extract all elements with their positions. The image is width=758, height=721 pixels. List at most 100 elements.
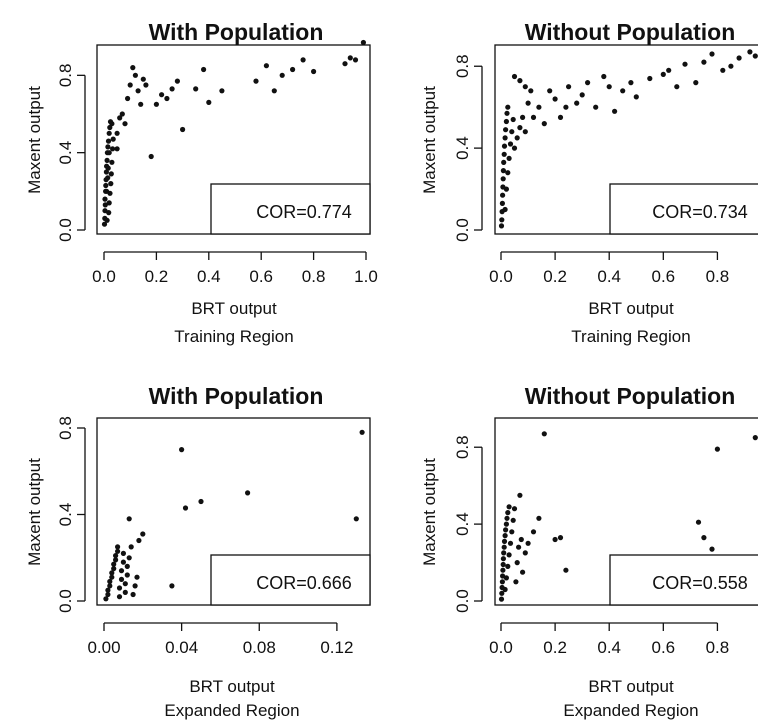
data-point [530,114,537,120]
y-axis: 0.0 0.4 0.8 [56,64,86,242]
data-point [201,66,207,73]
data-point [132,583,138,589]
data-point [682,61,688,67]
data-point [499,590,505,596]
data-point [115,548,121,554]
data-point [510,517,516,523]
y-axis-label: Maxent output [420,458,439,566]
data-point [498,596,505,602]
data-point [107,583,113,589]
data-point [563,567,569,573]
x-tick-label: 0.2 [145,267,169,286]
data-point [517,492,523,498]
x-tick-label: 0.04 [165,638,198,657]
data-point [516,544,522,550]
x-tick-label: 0.6 [651,638,675,657]
cor-label: COR=0.558 [652,573,748,593]
data-point [111,566,117,572]
data-point [720,67,726,73]
scatter-points [103,429,365,602]
data-point [106,150,112,156]
cor-box [609,183,758,235]
data-point [138,101,144,107]
data-point [520,114,526,120]
data-point [132,72,138,78]
data-point [517,125,523,131]
data-point [541,121,547,127]
data-point [219,88,225,94]
data-point [552,536,558,543]
data-point [179,447,185,453]
data-point [601,73,607,80]
cor-label: COR=0.666 [256,573,352,593]
data-point [695,519,702,525]
x-tick-label: 0.08 [243,638,276,657]
cor-box [210,554,371,606]
data-point [122,121,128,127]
data-point [122,581,128,587]
x-tick-label: 0.8 [706,267,730,286]
data-point [342,61,348,67]
data-point [522,129,528,135]
data-point [514,135,520,141]
data-point [620,88,626,94]
data-point [501,151,507,157]
data-point [118,568,125,574]
data-point [500,556,506,562]
y-tick-label: 0.4 [453,512,472,536]
data-point [102,196,108,202]
scatter-points [498,49,758,229]
x-tick-label: 0.4 [597,267,621,286]
data-point [245,490,251,496]
data-point [566,84,572,90]
data-point [505,563,511,570]
data-point [505,104,511,110]
data-point [525,540,531,546]
data-point [103,169,109,175]
data-point [674,84,680,90]
data-point [518,536,524,543]
cor-label: COR=0.774 [256,202,352,222]
panel-with-population-training: With Population Maxent output 0.00.40.8 … [25,19,378,346]
data-point [300,57,306,63]
data-point [127,82,133,88]
data-point [505,509,511,516]
data-point [593,104,599,110]
data-point [106,130,112,136]
x-axis: 0.0 0.2 0.4 0.6 0.8 [489,622,729,657]
data-point [530,529,537,535]
y-tick-label: 0.0 [453,589,472,613]
data-point [509,529,515,535]
data-point [500,168,506,174]
y-tick-label: 0.0 [56,218,75,242]
panel-title: With Population [149,383,324,409]
data-point [752,53,758,59]
data-point [108,181,114,187]
data-point [106,200,112,206]
data-point [503,521,509,527]
data-point [504,110,510,116]
data-point [117,115,123,121]
y-tick-label: 0.8 [56,416,75,440]
data-point [107,578,113,585]
data-point [612,108,618,114]
data-point [514,560,520,566]
data-point [505,170,511,176]
data-point [120,550,126,557]
data-point [104,217,110,223]
data-point [126,516,132,522]
data-point [506,155,512,161]
data-point [110,146,116,152]
data-point [290,66,296,73]
x-tick-label: 0.0 [489,267,513,286]
data-point [536,515,542,521]
data-point [511,506,518,512]
data-point [107,124,113,131]
data-point [557,535,564,541]
data-point [109,121,115,127]
data-point [109,570,115,576]
data-point [182,505,189,511]
data-point [113,557,119,563]
data-point [709,546,715,552]
